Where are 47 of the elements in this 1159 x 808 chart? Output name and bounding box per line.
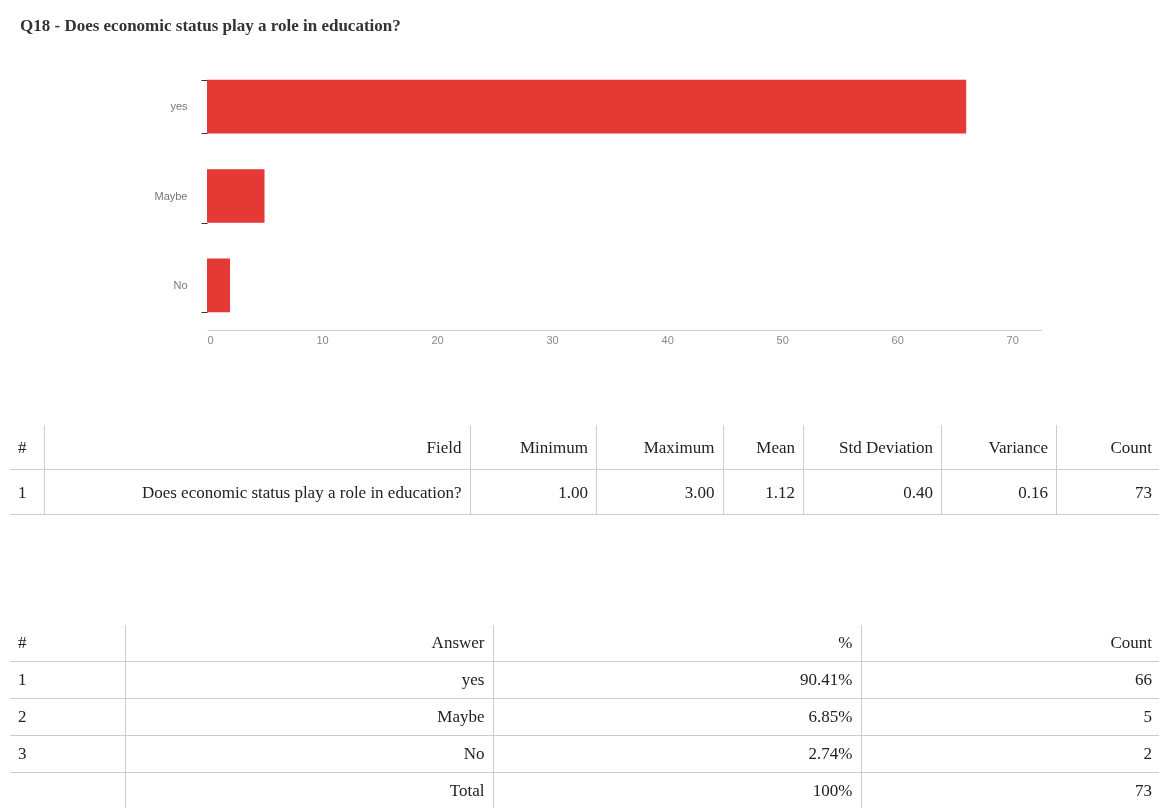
text: Std Deviation: [803, 425, 942, 470]
text: Field: [44, 425, 470, 470]
text: Count: [1056, 425, 1159, 470]
text: #: [10, 625, 125, 662]
text: 3: [10, 735, 125, 773]
x-tick-label: 60: [891, 333, 904, 346]
chart-title: Q18 - Does economic status play a role in education?: [20, 16, 401, 36]
y-tick-label: yes: [170, 100, 188, 113]
category-label: yes: [461, 670, 485, 689]
text: 2: [10, 698, 125, 736]
x-tick-label: 10: [316, 333, 329, 346]
text: 1.12: [723, 469, 804, 515]
x-tick-label: 50: [776, 333, 789, 346]
x-tick-label: 20: [431, 333, 444, 346]
text: Answer: [125, 625, 493, 662]
text: 2.74%: [493, 735, 861, 773]
text: 1: [10, 469, 45, 515]
x-tick-label: 30: [546, 333, 559, 346]
x-tick-label: 70: [1006, 333, 1019, 346]
text: Maximum: [596, 425, 723, 470]
text: 0.40: [803, 469, 942, 515]
text: 66: [861, 661, 1159, 699]
text: %: [493, 625, 861, 662]
text: 0.16: [941, 469, 1057, 515]
text: 90.41%: [493, 661, 861, 699]
text: Does economic status play a role in education?: [44, 469, 470, 515]
text: 73: [1056, 469, 1159, 515]
text: Count: [861, 625, 1159, 662]
y-tick-label: No: [173, 278, 188, 291]
text: 1: [10, 661, 125, 699]
y-tick-label: Maybe: [154, 189, 188, 202]
text: 2: [861, 735, 1159, 773]
text: Total: [125, 772, 493, 808]
category-label: Maybe: [437, 707, 485, 726]
category-label: No: [463, 744, 485, 763]
text: 1.00: [470, 469, 597, 515]
text: 5: [861, 698, 1159, 736]
text: Mean: [723, 425, 804, 470]
text: Minimum: [470, 425, 597, 470]
text: Variance: [941, 425, 1057, 470]
x-tick-label: 0: [207, 333, 214, 346]
text: #: [10, 425, 45, 470]
x-tick-label: 40: [661, 333, 674, 346]
text: 73: [861, 772, 1159, 808]
text: 100%: [493, 772, 861, 808]
text: 6.85%: [493, 698, 861, 736]
text: 3.00: [596, 469, 723, 515]
